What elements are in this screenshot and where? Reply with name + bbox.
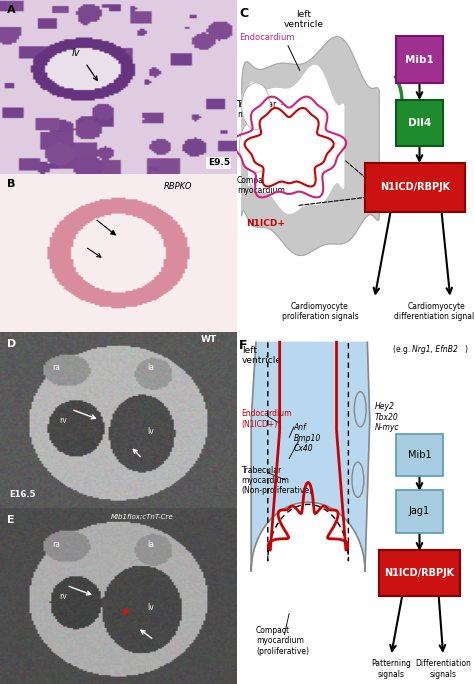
Text: la: la (147, 363, 154, 373)
FancyBboxPatch shape (365, 163, 465, 212)
FancyBboxPatch shape (396, 100, 443, 146)
Text: (e.g.: (e.g. (301, 345, 320, 354)
Text: Jag1: Jag1 (409, 506, 430, 516)
Text: *: * (122, 607, 129, 620)
Text: E: E (7, 515, 15, 525)
Text: lv: lv (72, 48, 80, 58)
Text: Patterning
signals: Patterning signals (371, 659, 411, 679)
Text: A: A (7, 5, 16, 15)
Ellipse shape (354, 392, 366, 427)
Text: N1ICD+: N1ICD+ (246, 219, 285, 228)
Text: Differentiation
signals: Differentiation signals (415, 659, 471, 679)
Text: lv: lv (147, 603, 154, 612)
Text: (e.g.: (e.g. (393, 345, 413, 354)
Text: rv: rv (59, 417, 67, 425)
Text: rv: rv (59, 592, 67, 601)
Text: Hey2
Tbx20
N-myc: Hey2 Tbx20 N-myc (374, 402, 399, 432)
Ellipse shape (352, 462, 364, 497)
Text: la: la (147, 540, 154, 549)
Text: Bmp10: Bmp10 (322, 345, 349, 354)
Ellipse shape (239, 120, 273, 172)
Text: B: B (7, 179, 16, 189)
Text: ra: ra (52, 540, 60, 549)
Text: E16.5: E16.5 (9, 490, 36, 499)
Text: D: D (7, 339, 17, 349)
Text: lv: lv (147, 427, 154, 436)
Text: Cardiomyocyte
differentiation signals: Cardiomyocyte differentiation signals (394, 302, 474, 321)
FancyBboxPatch shape (379, 550, 460, 596)
Polygon shape (251, 342, 370, 571)
Text: Mib1: Mib1 (405, 55, 434, 65)
Polygon shape (242, 37, 379, 255)
Text: left
ventricle: left ventricle (242, 346, 282, 365)
FancyBboxPatch shape (396, 490, 443, 533)
Text: Mib1: Mib1 (408, 450, 431, 460)
Text: Endocardium: Endocardium (239, 33, 295, 42)
Text: E9.5: E9.5 (208, 159, 230, 168)
Text: Anf
Bmp10
Cx40: Anf Bmp10 Cx40 (294, 423, 321, 453)
Text: Cardiomyocyte
proliferation signals: Cardiomyocyte proliferation signals (282, 302, 358, 321)
Text: WT: WT (201, 335, 217, 344)
Text: N1ICD/RBPJK: N1ICD/RBPJK (380, 183, 450, 192)
Text: Trabecular
myocardium
(Non-proliferative): Trabecular myocardium (Non-proliferative… (242, 466, 313, 495)
Text: Nrg1, EfnB2: Nrg1, EfnB2 (412, 345, 458, 354)
Text: ): ) (353, 345, 356, 354)
Polygon shape (245, 108, 334, 187)
Text: Compact
myocardium
(proliferative): Compact myocardium (proliferative) (256, 626, 309, 656)
Polygon shape (249, 66, 344, 213)
Ellipse shape (242, 83, 270, 129)
Text: F: F (239, 339, 248, 352)
Text: Dll4: Dll4 (408, 118, 431, 128)
Text: left
ventricle: left ventricle (283, 10, 323, 29)
FancyBboxPatch shape (396, 434, 443, 476)
Text: N1ICD/RBPJK: N1ICD/RBPJK (384, 568, 455, 578)
Text: Endocardium
(N1ICD+): Endocardium (N1ICD+) (242, 409, 292, 429)
Text: ra: ra (52, 363, 60, 373)
Text: RBPKO: RBPKO (164, 183, 192, 192)
Text: C: C (239, 7, 248, 20)
Text: Mib1flox;cTnT-Cre: Mib1flox;cTnT-Cre (111, 514, 173, 519)
Text: Trabecular
myocardium: Trabecular myocardium (237, 100, 285, 119)
Text: ): ) (465, 345, 467, 354)
FancyBboxPatch shape (396, 36, 443, 83)
Text: Compact
myocardium: Compact myocardium (237, 176, 285, 195)
